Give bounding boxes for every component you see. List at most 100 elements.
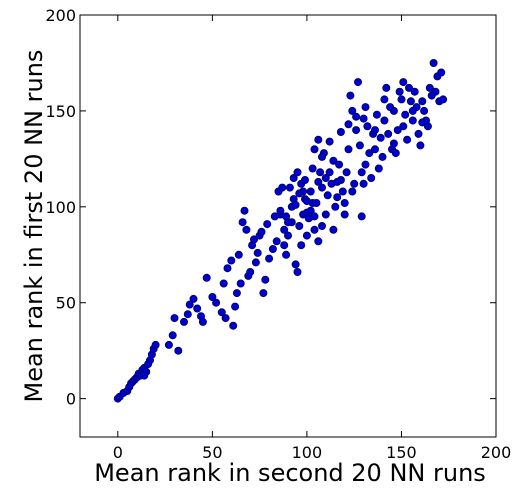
data-point — [268, 244, 277, 253]
data-point — [410, 87, 419, 96]
data-point — [374, 164, 383, 173]
data-point — [261, 275, 270, 284]
data-point — [333, 193, 342, 202]
data-point — [348, 106, 357, 115]
data-point — [393, 126, 402, 135]
y-tick-label: 200 — [45, 6, 76, 25]
data-point — [380, 116, 389, 125]
data-point — [357, 212, 366, 221]
data-point — [302, 197, 311, 206]
data-point — [310, 212, 319, 221]
y-tick-label: 100 — [45, 198, 76, 217]
data-point — [399, 122, 408, 131]
data-point — [223, 264, 232, 273]
data-point — [382, 83, 391, 92]
data-point — [363, 122, 372, 131]
data-point — [429, 59, 438, 68]
data-point — [217, 308, 226, 317]
data-point — [280, 225, 289, 234]
data-point — [283, 231, 292, 240]
data-point — [370, 126, 379, 135]
data-point — [401, 110, 410, 119]
data-point — [293, 168, 302, 177]
data-point — [212, 298, 221, 307]
data-point — [408, 116, 417, 125]
y-tick-label: 0 — [66, 390, 76, 409]
data-point — [278, 183, 287, 192]
data-point — [357, 168, 366, 177]
data-point — [140, 371, 149, 380]
data-point — [208, 292, 217, 301]
data-point — [193, 304, 202, 313]
data-point — [259, 289, 268, 298]
data-point — [234, 250, 243, 259]
data-point — [418, 118, 427, 127]
x-tick-label: 0 — [113, 443, 123, 462]
data-point — [253, 248, 262, 257]
data-point — [295, 189, 304, 198]
data-point — [376, 133, 385, 142]
data-point — [335, 160, 344, 169]
data-point — [321, 173, 330, 182]
data-point — [340, 198, 349, 207]
data-point — [389, 106, 398, 115]
data-point — [300, 175, 309, 184]
data-point — [314, 135, 323, 144]
data-point — [265, 254, 274, 263]
x-axis-title: Mean rank in second 20 NN runs — [94, 459, 486, 487]
data-point — [232, 289, 241, 298]
data-point — [295, 221, 304, 230]
data-point — [242, 225, 251, 234]
data-point — [399, 78, 408, 87]
data-point — [414, 129, 423, 138]
data-point — [236, 279, 245, 288]
data-point — [270, 212, 279, 221]
data-point — [370, 145, 379, 154]
data-point — [316, 168, 325, 177]
data-point — [291, 260, 300, 269]
data-point — [353, 78, 362, 87]
data-point — [439, 95, 448, 104]
axis-ticks — [80, 14, 497, 437]
data-point — [170, 314, 179, 323]
data-point — [391, 149, 400, 158]
data-point — [240, 206, 249, 215]
data-point — [221, 314, 230, 323]
data-point — [361, 103, 370, 112]
data-point — [352, 126, 361, 135]
data-point — [431, 87, 440, 96]
x-tick-label: 50 — [202, 443, 222, 462]
data-point — [276, 206, 285, 215]
data-point — [416, 141, 425, 150]
data-point — [344, 120, 353, 129]
data-point — [317, 152, 326, 161]
data-point — [395, 87, 404, 96]
data-point — [249, 235, 258, 244]
data-point — [380, 95, 389, 104]
data-point — [331, 202, 340, 211]
data-point — [227, 256, 236, 265]
data-point — [329, 156, 338, 165]
data-point — [437, 68, 446, 77]
data-point — [310, 145, 319, 154]
data-points — [113, 59, 448, 403]
data-point — [359, 179, 368, 188]
data-point — [285, 183, 294, 192]
data-point — [404, 83, 413, 92]
data-point — [310, 225, 319, 234]
x-tick-label: 150 — [386, 443, 417, 462]
data-point — [355, 141, 364, 150]
data-point — [308, 164, 317, 173]
x-tick-label: 100 — [292, 443, 323, 462]
data-point — [359, 114, 368, 123]
data-point — [164, 340, 173, 349]
data-point — [263, 220, 272, 229]
data-point — [251, 258, 260, 267]
data-point — [198, 317, 207, 326]
data-point — [291, 200, 300, 209]
data-point — [348, 187, 357, 196]
data-point — [420, 106, 429, 115]
data-point — [361, 160, 370, 169]
data-point — [231, 302, 240, 311]
data-point — [346, 91, 355, 100]
